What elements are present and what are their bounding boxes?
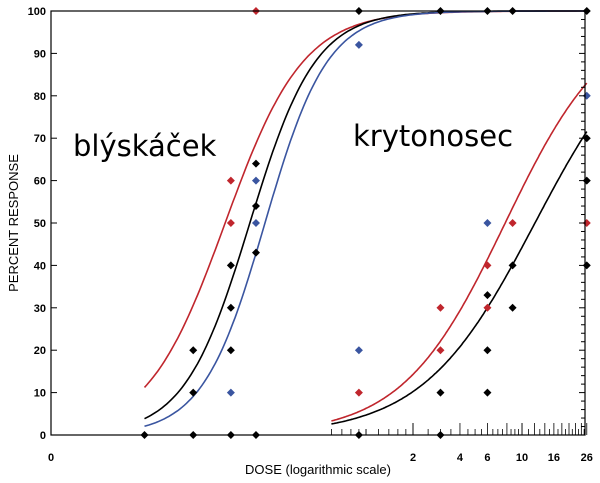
data-point-black xyxy=(251,159,260,168)
data-point-red xyxy=(483,261,492,270)
data-point-blue xyxy=(354,346,363,355)
curve-black-4 xyxy=(331,131,588,425)
data-point-black xyxy=(436,388,445,397)
data-point-black xyxy=(508,261,517,270)
x-tick-label: 16 xyxy=(548,452,560,464)
data-point-black xyxy=(189,388,198,397)
x-tick-label: 0 xyxy=(48,452,54,464)
x-tick-label: 4 xyxy=(457,452,464,464)
x-tick-label: 26 xyxy=(581,452,593,464)
annotation-krytonosec: krytonosec xyxy=(353,119,513,153)
data-point-black xyxy=(483,346,492,355)
data-point-red xyxy=(436,303,445,312)
data-point-blue xyxy=(483,219,492,227)
data-point-red xyxy=(483,303,492,312)
data-point-black xyxy=(226,261,235,270)
data-point-blue xyxy=(251,176,260,185)
x-tick-label: 10 xyxy=(516,452,528,464)
data-point-red xyxy=(436,346,445,355)
y-tick-label: 70 xyxy=(34,133,46,145)
data-point-black xyxy=(483,388,492,397)
y-tick-label: 30 xyxy=(34,303,46,315)
data-point-black xyxy=(251,202,260,211)
data-point-black xyxy=(251,248,260,257)
y-axis-label: PERCENT RESPONSE xyxy=(6,154,21,292)
curve-red-0 xyxy=(143,10,587,388)
data-point-red xyxy=(508,219,517,227)
curve-blue-2 xyxy=(144,10,587,428)
y-tick-label: 50 xyxy=(34,218,46,230)
y-tick-label: 90 xyxy=(34,48,46,60)
data-point-red xyxy=(226,176,235,185)
data-point-blue xyxy=(226,388,235,397)
curve-black-1 xyxy=(144,10,587,420)
data-point-red xyxy=(226,219,235,227)
x-tick-label: 2 xyxy=(410,452,416,464)
y-tick-label: 100 xyxy=(28,6,46,18)
y-tick-label: 40 xyxy=(34,260,46,272)
data-point-blue xyxy=(354,40,363,49)
data-point-black xyxy=(226,303,235,312)
data-point-red xyxy=(354,388,363,397)
data-point-black xyxy=(483,291,492,300)
y-tick-label: 10 xyxy=(34,388,46,400)
annotation-blyskacek: blýskáček xyxy=(73,129,217,163)
data-point-black xyxy=(508,303,517,312)
y-tick-label: 0 xyxy=(40,430,46,442)
data-point-black xyxy=(189,346,198,355)
y-tick-label: 20 xyxy=(34,345,46,357)
curve-red-3 xyxy=(331,82,588,422)
x-tick-label: 6 xyxy=(484,452,490,464)
y-tick-label: 60 xyxy=(34,176,46,188)
data-point-blue xyxy=(251,219,260,227)
y-tick-label: 80 xyxy=(34,91,46,103)
x-axis-label: DOSE (logarithmic scale) xyxy=(245,462,391,477)
data-point-black xyxy=(226,346,235,355)
